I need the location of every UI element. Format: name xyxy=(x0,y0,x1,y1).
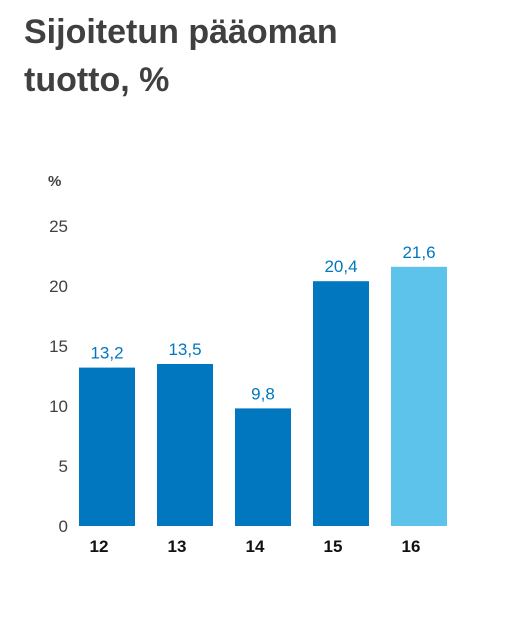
y-tick-label: 5 xyxy=(59,457,68,476)
bar-15 xyxy=(313,281,369,526)
chart-title: Sijoitetun pääoman tuotto, % xyxy=(24,8,338,104)
y-tick-label: 20 xyxy=(49,277,68,296)
y-axis-unit-label: % xyxy=(48,173,61,190)
bar-12 xyxy=(79,367,135,526)
x-axis-ticks: 12 13 14 15 16 xyxy=(90,537,421,556)
value-label-14: 9,8 xyxy=(251,384,275,403)
value-label-16: 21,6 xyxy=(402,243,435,262)
value-label-15: 20,4 xyxy=(324,257,357,276)
y-axis-ticks: 0 5 10 15 20 25 xyxy=(49,217,68,536)
x-tick-label: 15 xyxy=(324,537,343,556)
chart-title-line-1: Sijoitetun pääoman xyxy=(24,13,338,51)
value-label-12: 13,2 xyxy=(90,344,123,363)
y-tick-label: 15 xyxy=(49,337,68,356)
bar-14 xyxy=(235,408,291,526)
x-tick-label: 16 xyxy=(402,537,421,556)
value-labels: 13,2 13,5 9,8 20,4 21,6 xyxy=(90,243,435,404)
x-tick-label: 12 xyxy=(90,537,109,556)
bar-13 xyxy=(157,364,213,526)
y-tick-label: 10 xyxy=(49,397,68,416)
y-tick-label: 0 xyxy=(59,517,68,536)
bars xyxy=(79,266,447,526)
x-tick-label: 13 xyxy=(168,537,187,556)
chart-title-line-2: tuotto, % xyxy=(24,61,170,99)
value-label-13: 13,5 xyxy=(168,340,201,359)
y-tick-label: 25 xyxy=(49,217,68,236)
x-tick-label: 14 xyxy=(246,537,265,556)
bar-16 xyxy=(391,266,447,526)
